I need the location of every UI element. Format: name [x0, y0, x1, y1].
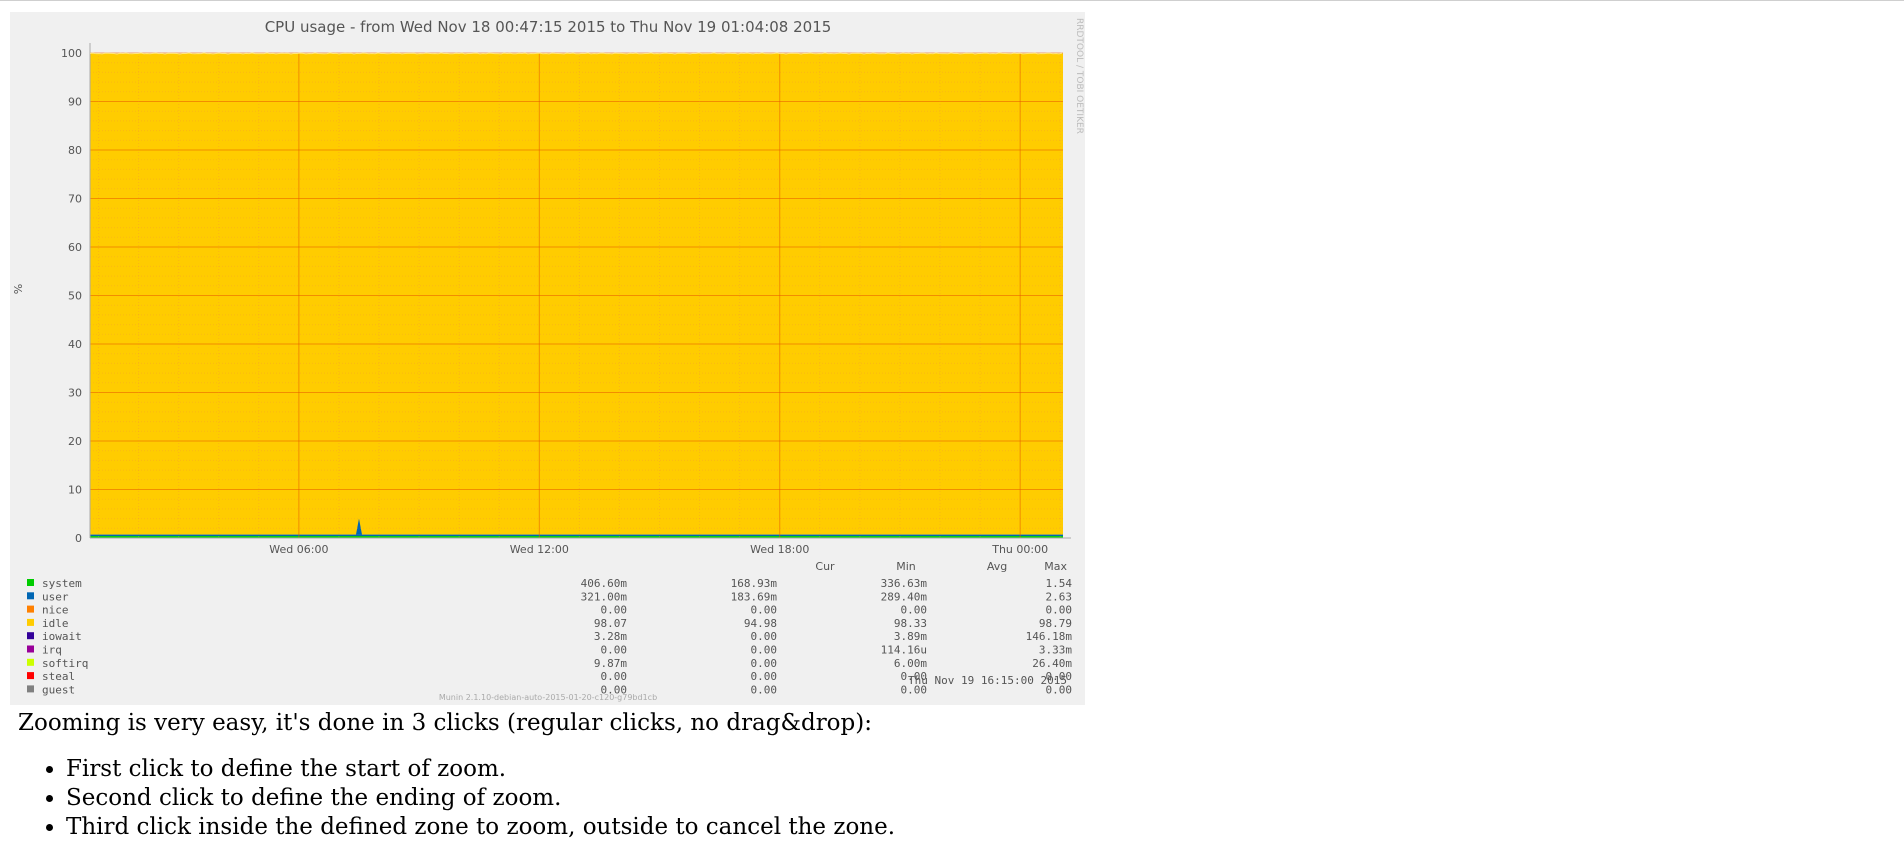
legend-label-guest: guest [42, 683, 75, 696]
legend-label-irq: irq [42, 644, 62, 657]
idle-top-line [89, 52, 1063, 55]
y-tick-label: 20 [68, 435, 82, 448]
legend-header-cur: Cur [815, 560, 835, 573]
legend-swatch-iowait [27, 632, 34, 640]
legend-value-steal-avg: 0.00 [901, 670, 928, 683]
y-tick-label: 70 [68, 193, 82, 206]
legend-label-nice: nice [42, 604, 69, 617]
y-axis-label: % [12, 284, 25, 294]
legend-value-steal-max: 0.00 [1046, 670, 1073, 683]
plot-area [90, 53, 1063, 538]
zoom-steps-list: First click to define the start of zoom.… [18, 755, 1218, 842]
cpu-usage-graph[interactable]: CPU usage - from Wed Nov 18 00:47:15 201… [10, 12, 1085, 705]
series-spike-user [355, 518, 362, 535]
legend-swatch-idle [27, 618, 34, 626]
y-tick-label: 80 [68, 144, 82, 157]
legend-value-idle-max: 98.79 [1039, 617, 1072, 630]
legend-value-system-max: 1.54 [1046, 577, 1073, 590]
x-tick-label: Wed 18:00 [750, 543, 809, 556]
legend-swatch-steal [27, 672, 34, 680]
legend-value-system-min: 168.93m [731, 577, 778, 590]
legend-label-steal: steal [42, 670, 75, 683]
legend-value-irq-min: 0.00 [751, 644, 778, 657]
legend-swatch-guest [27, 685, 34, 693]
legend-value-steal-min: 0.00 [751, 670, 778, 683]
legend-value-iowait-min: 0.00 [751, 630, 778, 643]
legend-swatch-softirq [27, 658, 34, 666]
x-tick-labels: Wed 06:00 Wed 12:00 Wed 18:00 Thu 00:00 [269, 543, 1048, 556]
legend-value-idle-cur: 98.07 [594, 617, 627, 630]
y-tick-label: 0 [75, 532, 82, 545]
x-tick-label: Wed 12:00 [510, 543, 569, 556]
legend-swatch-user [27, 592, 34, 600]
legend-value-iowait-avg: 3.89m [894, 630, 927, 643]
legend-value-softirq-cur: 9.87m [594, 657, 627, 670]
legend-value-user-avg: 289.40m [881, 590, 928, 603]
legend-label-user: user [42, 590, 69, 603]
zoom-intro: Zooming is very easy, it's done in 3 cli… [18, 710, 872, 736]
legend-label-system: system [42, 577, 82, 590]
legend-value-iowait-cur: 3.28m [594, 630, 627, 643]
legend-value-guest-max: 0.00 [1046, 683, 1073, 696]
series-area-user [90, 534, 1063, 537]
legend-header-avg: Avg [987, 560, 1007, 573]
legend-label-iowait: iowait [42, 630, 82, 643]
series-lines [89, 52, 1063, 55]
y-tick-label: 60 [68, 241, 82, 254]
chart-title: CPU usage - from Wed Nov 18 00:47:15 201… [265, 18, 832, 36]
legend-header-max: Max [1044, 560, 1067, 573]
zoom-instructions: Zooming is very easy, it's done in 3 cli… [18, 707, 1218, 842]
y-tick-label: 10 [68, 484, 82, 497]
y-tick-label: 100 [61, 47, 82, 60]
legend-value-user-cur: 321.00m [581, 590, 628, 603]
legend-swatch-system [27, 579, 34, 586]
top-divider [0, 0, 1904, 1]
legend-value-irq-max: 3.33m [1039, 644, 1072, 657]
legend-label-idle: idle [42, 617, 69, 630]
legend-value-guest-min: 0.00 [751, 683, 778, 696]
legend-swatch-nice [27, 605, 34, 613]
legend-value-user-max: 2.63 [1046, 590, 1073, 603]
y-tick-label: 90 [68, 96, 82, 109]
legend-value-idle-avg: 98.33 [894, 617, 927, 630]
legend: Cur Min Avg Max system 406.60m 168.93m 336.63m 1… [27, 560, 1072, 696]
legend-label-softirq: softirq [42, 657, 88, 670]
y-tick-labels: 0 10 20 30 40 50 60 70 80 90 100 [61, 47, 82, 545]
y-tick-label: 40 [68, 338, 82, 351]
zoom-step-2: Second click to define the ending of zoo… [66, 784, 1218, 813]
series-area-system [90, 536, 1063, 538]
legend-value-softirq-avg: 6.00m [894, 657, 927, 670]
legend-value-guest-cur: 0.00 [601, 683, 628, 696]
rrdtool-watermark: RRDTOOL / TOBI OETIKER [1074, 18, 1084, 134]
legend-value-system-avg: 336.63m [881, 577, 928, 590]
y-tick-label: 30 [68, 387, 82, 400]
legend-value-irq-cur: 0.00 [601, 644, 628, 657]
legend-value-user-min: 183.69m [731, 590, 778, 603]
legend-header-min: Min [896, 560, 916, 573]
legend-value-guest-avg: 0.00 [901, 683, 928, 696]
legend-value-irq-avg: 114.16u [881, 644, 927, 657]
x-tick-label: Thu 00:00 [991, 543, 1048, 556]
zoom-step-1: First click to define the start of zoom. [66, 755, 1218, 784]
legend-value-softirq-max: 26.40m [1032, 657, 1072, 670]
legend-value-nice-min: 0.00 [751, 604, 778, 617]
last-update-label: Thu Nov 19 16:15:00 2015 [908, 674, 1067, 687]
legend-value-nice-avg: 0.00 [901, 604, 928, 617]
legend-value-nice-cur: 0.00 [601, 604, 628, 617]
legend-value-softirq-min: 0.00 [751, 657, 778, 670]
legend-value-system-cur: 406.60m [581, 577, 628, 590]
legend-swatch-irq [27, 645, 34, 653]
series-area-idle [90, 53, 1063, 535]
plot-grid [89, 43, 1071, 539]
legend-value-idle-min: 94.98 [744, 617, 777, 630]
legend-value-steal-cur: 0.00 [601, 670, 628, 683]
zoom-step-3: Third click inside the defined zone to z… [66, 813, 1218, 842]
y-tick-label: 50 [68, 290, 82, 303]
x-tick-label: Wed 06:00 [269, 543, 328, 556]
legend-value-nice-max: 0.00 [1046, 604, 1073, 617]
munin-version-label: Munin 2.1.10-debian-auto-2015-01-20-c120… [439, 693, 657, 702]
legend-value-iowait-max: 146.18m [1026, 630, 1073, 643]
